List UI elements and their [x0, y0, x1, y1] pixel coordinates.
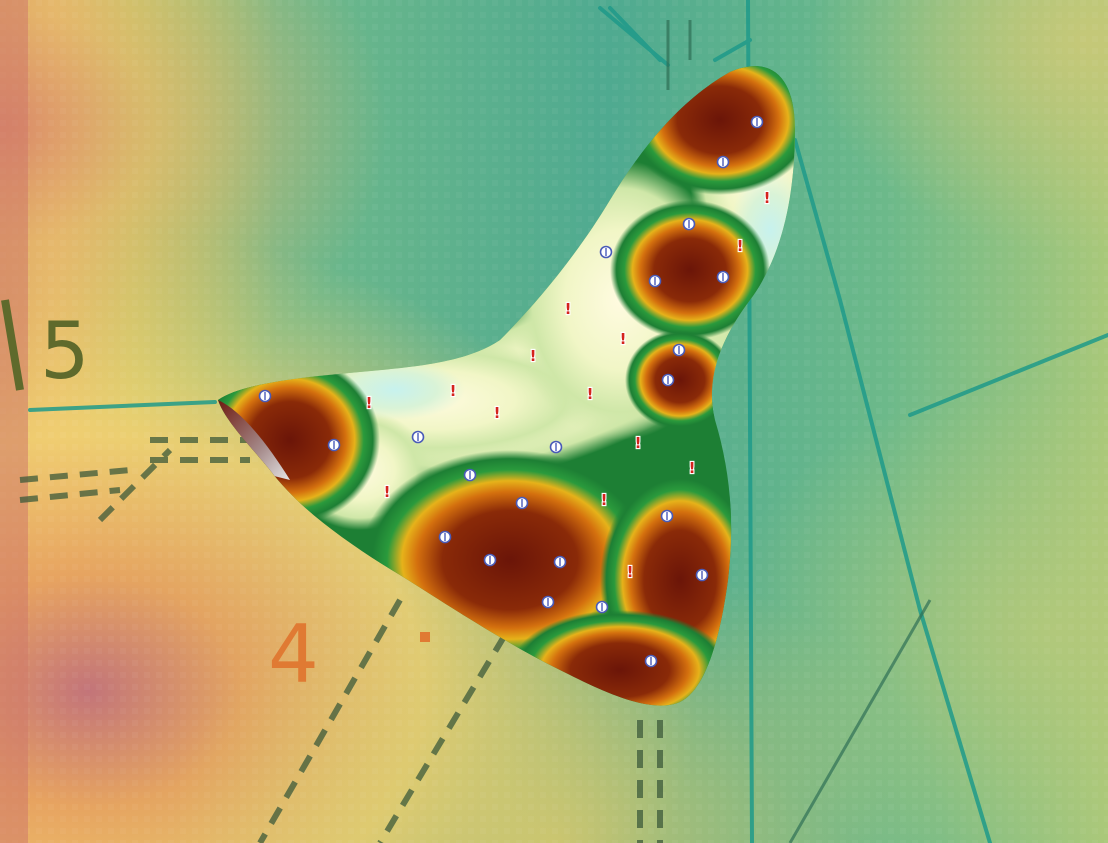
circle-marker-icon[interactable]	[463, 468, 477, 482]
exclamation-marker-icon[interactable]: !	[618, 329, 627, 349]
circle-marker-icon[interactable]	[716, 270, 730, 284]
circle-marker-icon[interactable]	[644, 654, 658, 668]
exclamation-marker-icon[interactable]: !	[762, 188, 771, 208]
exclamation-marker-icon[interactable]: !	[448, 381, 457, 401]
circle-marker-icon[interactable]	[327, 438, 341, 452]
circle-marker-icon[interactable]	[682, 217, 696, 231]
circle-marker-icon[interactable]	[716, 155, 730, 169]
exclamation-marker-icon[interactable]: !	[625, 562, 634, 582]
exclamation-marker-icon[interactable]: !	[599, 490, 608, 510]
circle-marker-icon[interactable]	[483, 553, 497, 567]
exclamation-marker-icon[interactable]: !	[563, 299, 572, 319]
circle-marker-icon[interactable]	[515, 496, 529, 510]
contour-5-label: 5	[1, 299, 90, 397]
circle-marker-icon[interactable]	[648, 274, 662, 288]
exclamation-marker-icon[interactable]: !	[633, 433, 642, 453]
exclamation-marker-icon[interactable]: !	[528, 346, 537, 366]
circle-marker-icon[interactable]	[438, 530, 452, 544]
circle-marker-icon[interactable]	[661, 373, 675, 387]
circle-marker-icon[interactable]	[695, 568, 709, 582]
exclamation-marker-icon[interactable]: !	[687, 458, 696, 478]
exclamation-markers[interactable]: !!!!!!!!!!!!!!	[364, 188, 771, 582]
circle-marker-icon[interactable]	[549, 440, 563, 454]
circle-marker-icon[interactable]	[541, 595, 555, 609]
dashed-lines	[19, 437, 663, 843]
circle-marker-icon[interactable]	[595, 600, 609, 614]
circle-marker-icon[interactable]	[599, 245, 613, 259]
thin-lines	[666, 20, 932, 843]
exclamation-marker-icon[interactable]: !	[364, 393, 373, 413]
contour-4-label: 4	[268, 608, 430, 701]
exclamation-marker-icon[interactable]: !	[492, 403, 501, 423]
circle-marker-icon[interactable]	[258, 389, 272, 403]
circle-marker-icon[interactable]	[660, 509, 674, 523]
circle-marker-icon[interactable]	[750, 115, 764, 129]
circle-marker-icon[interactable]	[553, 555, 567, 569]
circle-marker-icon[interactable]	[411, 430, 425, 444]
circle-marker-icon[interactable]	[672, 343, 686, 357]
svg-text:4: 4	[268, 608, 319, 701]
exclamation-marker-icon[interactable]: !	[585, 384, 594, 404]
svg-text:5: 5	[40, 307, 90, 397]
circle-markers[interactable]	[258, 115, 764, 668]
exclamation-marker-icon[interactable]: !	[382, 482, 391, 502]
exclamation-marker-icon[interactable]: !	[735, 236, 744, 256]
